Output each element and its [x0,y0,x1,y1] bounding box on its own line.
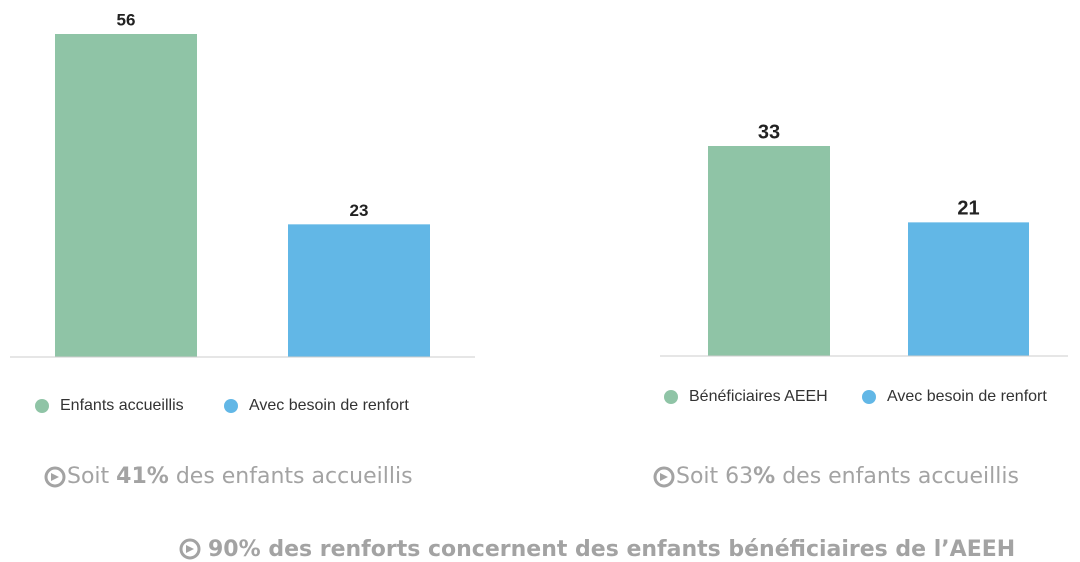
value-label: 56 [117,10,136,29]
bar [55,34,197,357]
value-label: 21 [957,198,979,220]
legend-dot [35,399,49,413]
arrow-icon [653,466,675,488]
legend-label: Enfants accueillis [60,397,184,414]
arrow-icon [179,538,201,560]
bar [288,224,430,357]
bar [708,146,830,356]
annotation: Soit 41% des enfants accueillis [67,464,413,489]
arrow-circle [44,466,66,488]
legend-dot [224,399,238,413]
legend-dot [664,390,678,404]
legend-label: Bénéficiaires AEEH [689,388,828,405]
footer: 90% des renforts concernent des enfants … [208,537,1015,562]
legend-label: Avec besoin de renfort [249,397,409,414]
arrow-circle [653,466,675,488]
annotation-part: Soit 63 [676,464,753,489]
value-label: 23 [350,201,369,220]
legend-dot [862,390,876,404]
annotation-part: % [753,464,775,489]
value-label: 33 [758,121,780,143]
annotation-part: Soit [67,464,116,489]
arrow-head [51,473,59,481]
annotation-part: des enfants accueillis [169,464,413,489]
arrow-icon [44,466,66,488]
annotation-part: 41% [116,464,169,489]
bar [908,222,1029,356]
annotation: Soit 63% des enfants accueillis [676,464,1019,489]
annotation-part: des enfants accueillis [775,464,1019,489]
arrow-head [660,473,668,481]
legend-label: Avec besoin de renfort [887,388,1047,405]
